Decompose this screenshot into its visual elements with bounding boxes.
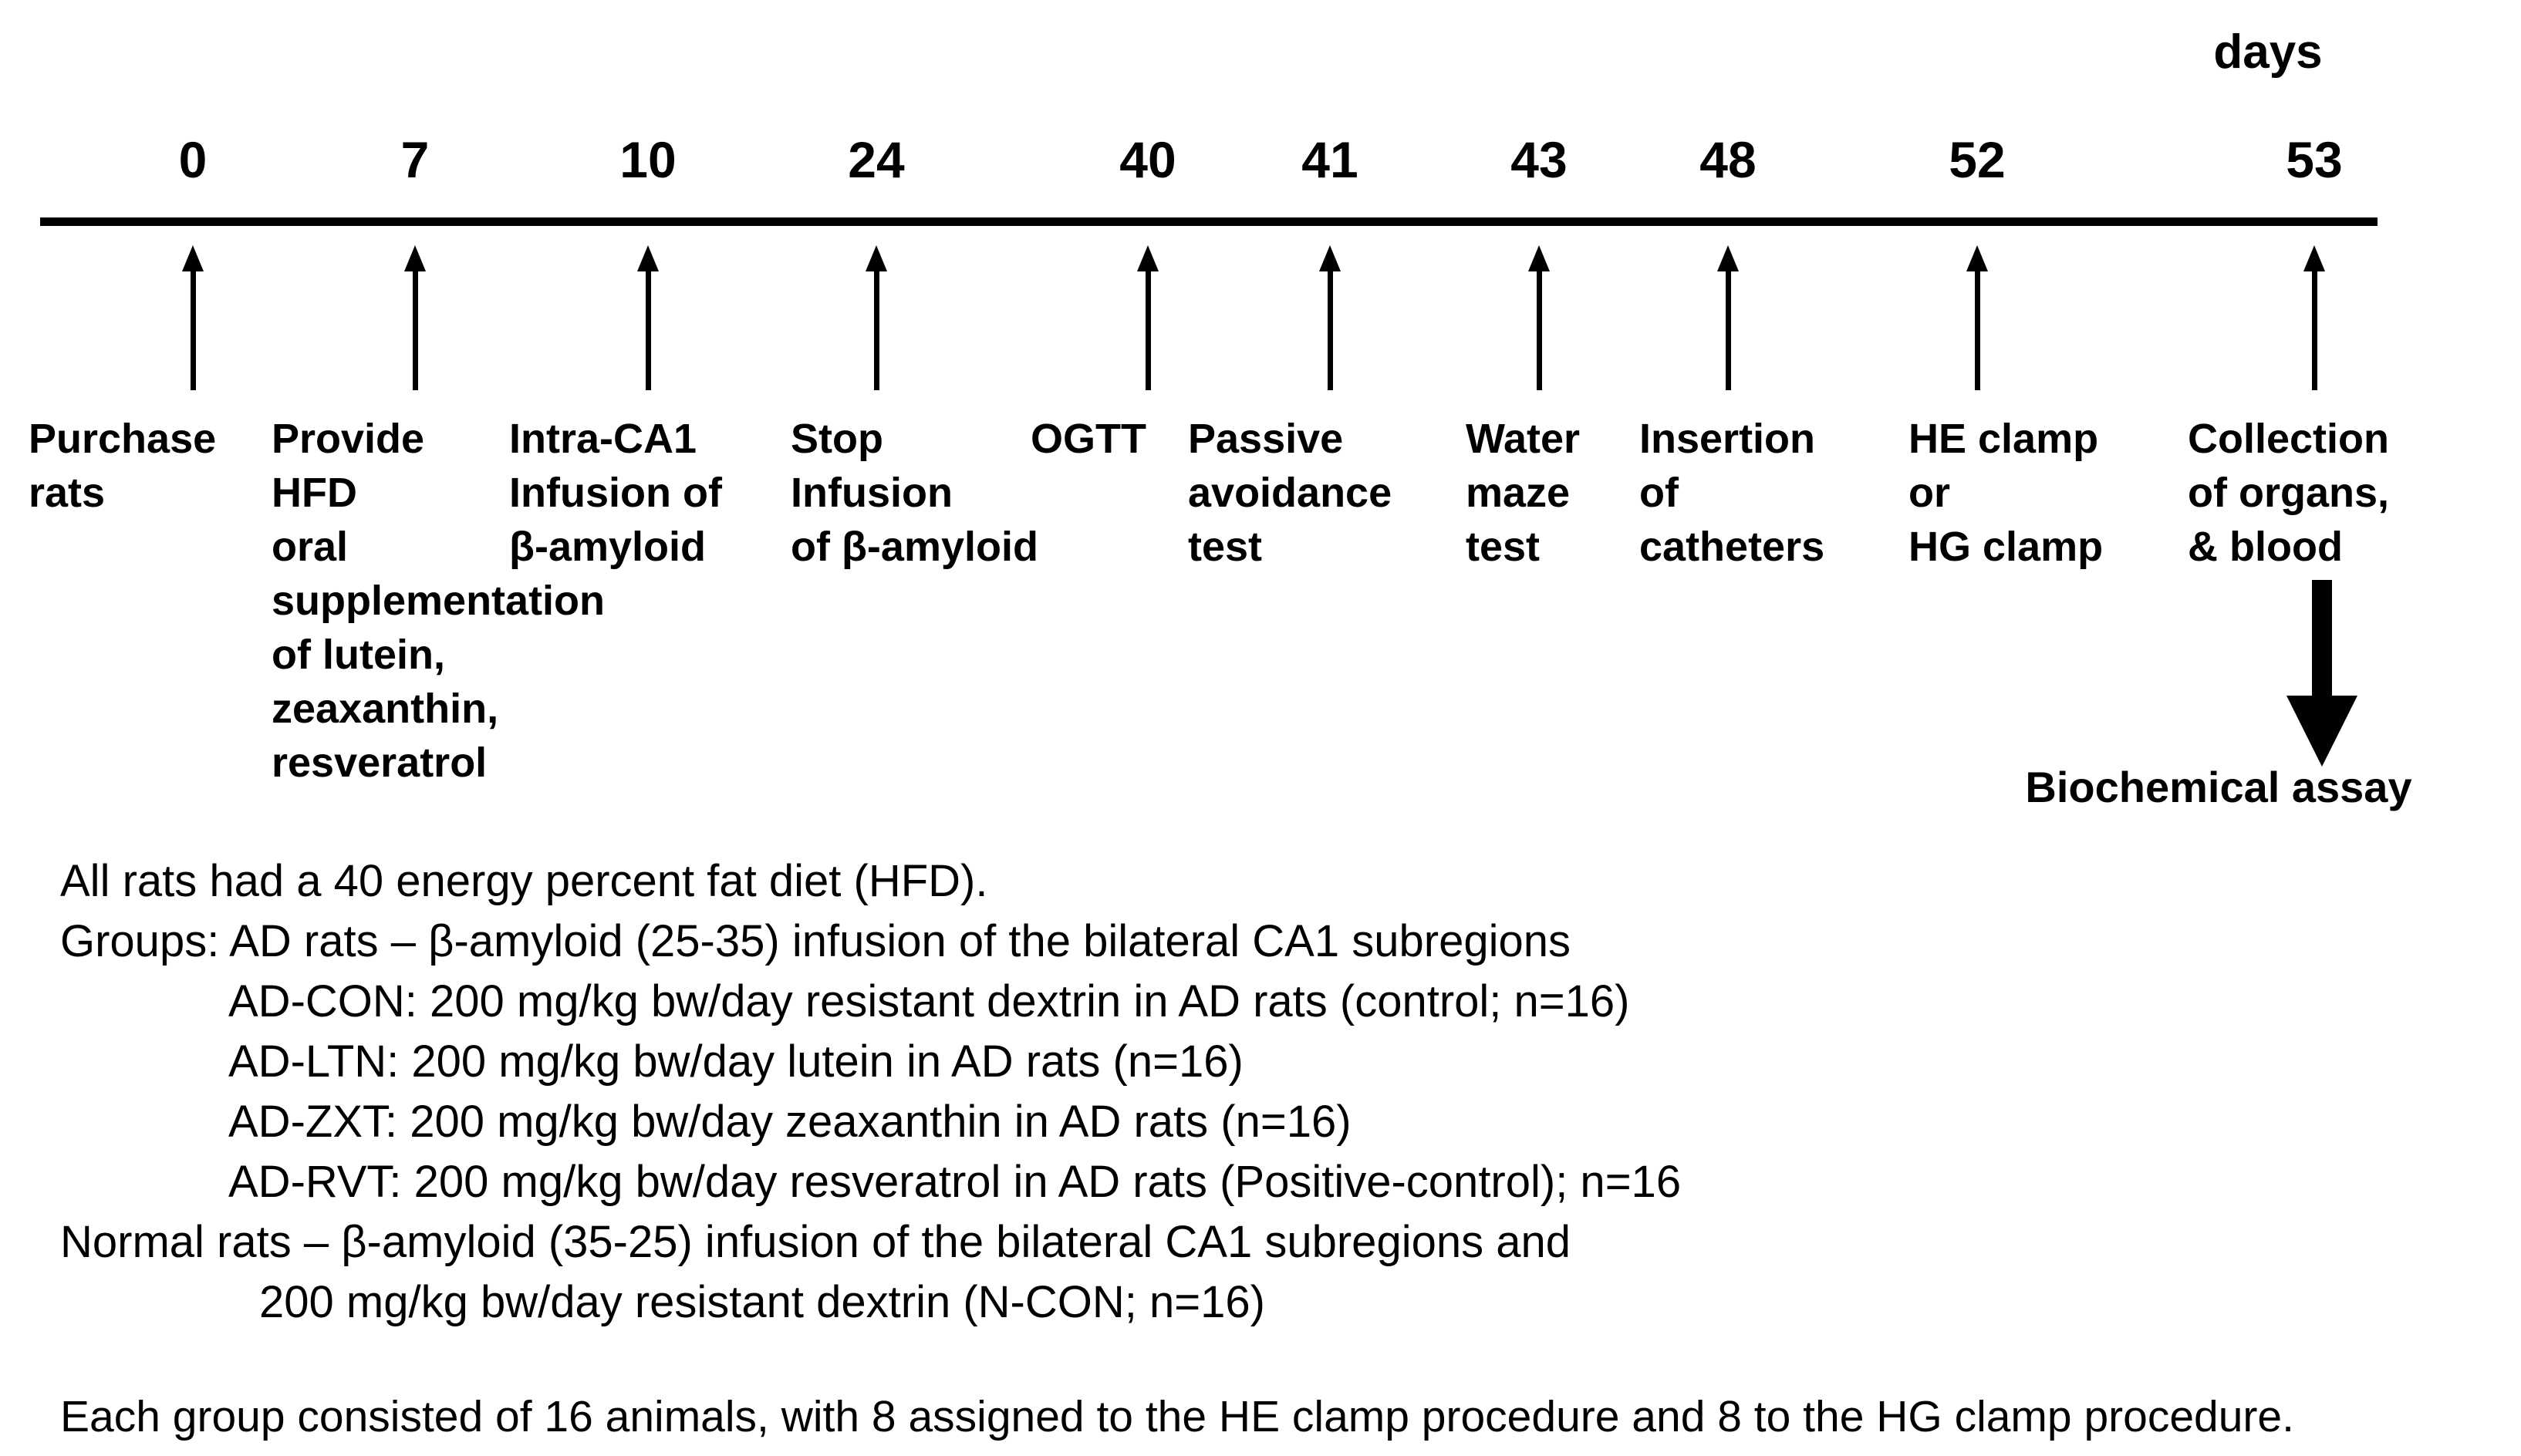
event-label-day-0: Purchase rats (29, 416, 217, 516)
up-arrow-icon (866, 245, 887, 390)
event-label-day-41: Passive avoidance test (1188, 416, 1392, 570)
up-arrow-icon (404, 245, 426, 390)
event-label-day-40: OGTT (1031, 416, 1146, 462)
day-number-41: 41 (1301, 131, 1358, 188)
arrow-shaft (190, 271, 196, 390)
arrow-shaft (1974, 271, 1980, 390)
event-label-day-48: Insertion of catheters (1639, 416, 1825, 570)
event-label-day-43: Water maze test (1466, 416, 1581, 570)
up-arrow-icon (637, 245, 659, 390)
up-arrow-icon (1528, 245, 1550, 390)
day-number-24: 24 (848, 131, 905, 188)
day-number-40: 40 (1119, 131, 1176, 188)
note-line: 200 mg/kg bw/day resistant dextrin (N-CO… (259, 1277, 1265, 1327)
study-notes: All rats had a 40 energy percent fat die… (60, 851, 1681, 1333)
note-line: AD-ZXT: 200 mg/kg bw/day zeaxanthin in A… (228, 1097, 1352, 1147)
arrow-shaft (1536, 271, 1542, 390)
event-label-day-53: Collection of organs, & blood (2188, 416, 2390, 570)
arrow-head (637, 245, 659, 271)
assay-down-arrow-icon (2286, 580, 2357, 767)
arrow-head (1319, 245, 1341, 271)
day-number-52: 52 (1949, 131, 2006, 188)
up-arrow-icon (1137, 245, 1159, 390)
up-arrow-icon (1319, 245, 1341, 390)
arrow-head (182, 245, 204, 271)
arrow-head (1528, 245, 1550, 271)
arrow-shaft (873, 271, 879, 390)
event-label-day-7: Provide HFD oral supplementation of lute… (272, 416, 606, 786)
day-number-43: 43 (1510, 131, 1568, 188)
day-number-48: 48 (1699, 131, 1757, 188)
arrow-shaft (1327, 271, 1333, 390)
timeline-axis (40, 217, 2378, 226)
arrow-head (866, 245, 887, 271)
note-line: AD-RVT: 200 mg/kg bw/day resveratrol in … (228, 1157, 1682, 1207)
day-number-7: 7 (400, 131, 430, 188)
event-label-day-10: Intra-CA1 Infusion of β-amyloid (509, 416, 722, 570)
note-line: Normal rats – β-amyloid (35-25) infusion… (60, 1217, 1571, 1267)
up-arrow-icon (1966, 245, 1988, 390)
event-label-day-24: Stop Infusion of β-amyloid (791, 416, 1038, 570)
up-arrow-icon (182, 245, 204, 390)
footer-note: Each group consisted of 16 animals, with… (60, 1392, 2294, 1441)
assay-arrow-shaft (2312, 580, 2332, 696)
arrow-head (1717, 245, 1739, 271)
note-line: Groups: AD rats – β-amyloid (25-35) infu… (60, 916, 1571, 966)
arrow-shaft (2311, 271, 2317, 390)
day-number-10: 10 (619, 131, 677, 188)
arrow-head (1137, 245, 1159, 271)
arrow-shaft (412, 271, 418, 390)
biochemical-assay-label: Biochemical assay (2025, 763, 2412, 811)
arrow-head (2303, 245, 2325, 271)
up-arrow-icon (2303, 245, 2325, 390)
arrow-shaft (1725, 271, 1731, 390)
note-line: AD-CON: 200 mg/kg bw/day resistant dextr… (228, 976, 1630, 1026)
arrow-shaft (645, 271, 651, 390)
arrow-shaft (1145, 271, 1151, 390)
day-number-53: 53 (2286, 131, 2343, 188)
note-line: All rats had a 40 energy percent fat die… (60, 856, 988, 906)
day-number-0: 0 (178, 131, 208, 188)
event-label-day-52: HE clamp or HG clamp (1908, 416, 2104, 570)
up-arrow-icon (1717, 245, 1739, 390)
arrow-head (404, 245, 426, 271)
note-line: AD-LTN: 200 mg/kg bw/day lutein in AD ra… (228, 1036, 1244, 1087)
days-unit-label: days (2213, 25, 2323, 79)
arrow-head (1966, 245, 1988, 271)
assay-arrow-head (2286, 696, 2357, 767)
